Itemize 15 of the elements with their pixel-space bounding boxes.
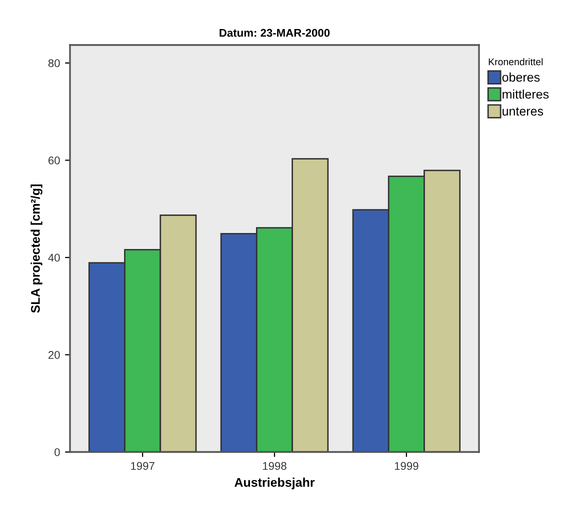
x-tick-label: 1999 <box>394 462 418 470</box>
x-tick-label: 1998 <box>262 462 286 470</box>
legend-title: Kronendrittel <box>488 58 543 66</box>
chart-title: Datum: 23-MAR-2000 <box>220 28 330 37</box>
y-tick-label: 40 <box>48 254 60 262</box>
y-axis-title: SLA projected [cm²/g] <box>30 184 42 313</box>
x-tick-label: 1997 <box>131 462 154 470</box>
y-tick-label: 20 <box>48 351 60 359</box>
y-tick-label: 60 <box>48 156 60 164</box>
legend-label: mittleres <box>502 89 549 99</box>
y-tick-label: 80 <box>48 59 60 68</box>
y-tick-label: 0 <box>54 448 60 456</box>
legend-label: unteres <box>502 107 544 116</box>
x-axis-title: Austriebsjahr <box>234 478 315 490</box>
legend-label: oberes <box>502 72 540 82</box>
